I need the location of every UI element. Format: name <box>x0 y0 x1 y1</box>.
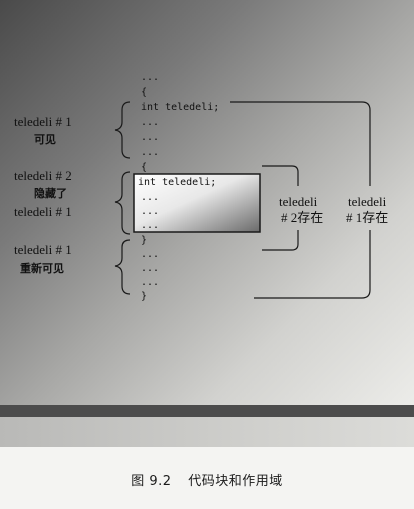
code-line-dots: ... <box>141 147 159 158</box>
code-line-dots: ... <box>141 72 159 83</box>
code-line-dots: ... <box>141 117 159 128</box>
label-outer-exists: # 1存在 <box>346 210 388 225</box>
inner-block-box <box>133 173 261 233</box>
left-brace-visible <box>114 101 131 159</box>
inner-scope-bracket-top <box>262 165 299 186</box>
label-teledeli-1-visible: teledeli # 1 <box>14 114 72 129</box>
code-line-dots: ... <box>141 192 159 203</box>
figure-caption: 图 9.2 代码块和作用域 <box>0 470 414 489</box>
code-line-dots: ... <box>141 220 159 231</box>
code-line-dots: ... <box>141 249 159 260</box>
label-inner-var: teledeli <box>279 194 318 209</box>
label-teledeli-1-hidden: teledeli # 1 <box>14 204 72 219</box>
figure-title: 代码块和作用域 <box>188 474 283 489</box>
label-teledeli-2-hidden: teledeli # 2 <box>14 168 72 183</box>
code-line-dots: ... <box>141 263 159 274</box>
label-teledeli-1-revisible: teledeli # 1 <box>14 242 72 257</box>
code-line-dots: ... <box>141 132 159 143</box>
outer-scope-bracket-top <box>230 101 371 186</box>
code-line-dots: ... <box>141 277 159 288</box>
code-outer-declaration: int teledeli; <box>141 102 219 113</box>
outer-scope-bracket-bottom <box>254 230 371 299</box>
scope-diagram: ... { int teledeli; ... ... ... { int te… <box>14 72 388 302</box>
code-inner-open-brace: { <box>141 162 147 173</box>
code-line-dots: ... <box>141 206 159 217</box>
figure-shadow-band <box>0 417 414 447</box>
label-outer-var: teledeli <box>348 194 387 209</box>
label-revisible-state: 重新可见 <box>20 261 64 275</box>
code-inner-declaration: int teledeli; <box>138 177 216 188</box>
code-inner-close-brace: } <box>141 235 147 246</box>
figure-number: 图 9.2 <box>131 474 172 489</box>
figure-bottom-band <box>0 405 414 417</box>
left-brace-hidden <box>114 171 131 235</box>
label-hidden-state: 隐藏了 <box>34 186 67 200</box>
code-outer-close-brace: } <box>141 291 147 302</box>
label-visible-state: 可见 <box>34 133 56 146</box>
inner-scope-bracket-bottom <box>262 230 299 251</box>
code-outer-open-brace: { <box>141 87 147 98</box>
label-inner-exists: # 2存在 <box>281 210 323 225</box>
left-brace-revisible <box>114 239 131 295</box>
